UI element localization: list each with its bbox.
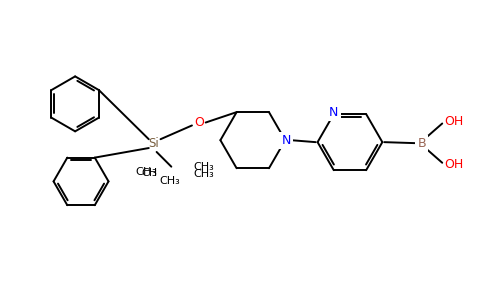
Text: $\mathregular{CH_3}$: $\mathregular{CH_3}$ [135,166,158,179]
Text: CH₃: CH₃ [193,169,213,179]
Text: OH: OH [444,115,464,128]
Text: Si: Si [148,136,159,150]
Text: CH₃: CH₃ [159,176,180,187]
Text: CH₃: CH₃ [193,162,213,172]
Text: B: B [417,136,426,150]
Text: OH: OH [444,158,464,171]
Text: N: N [282,134,291,147]
Text: CH: CH [141,168,158,178]
Text: N: N [329,106,338,118]
Text: O: O [194,116,204,129]
